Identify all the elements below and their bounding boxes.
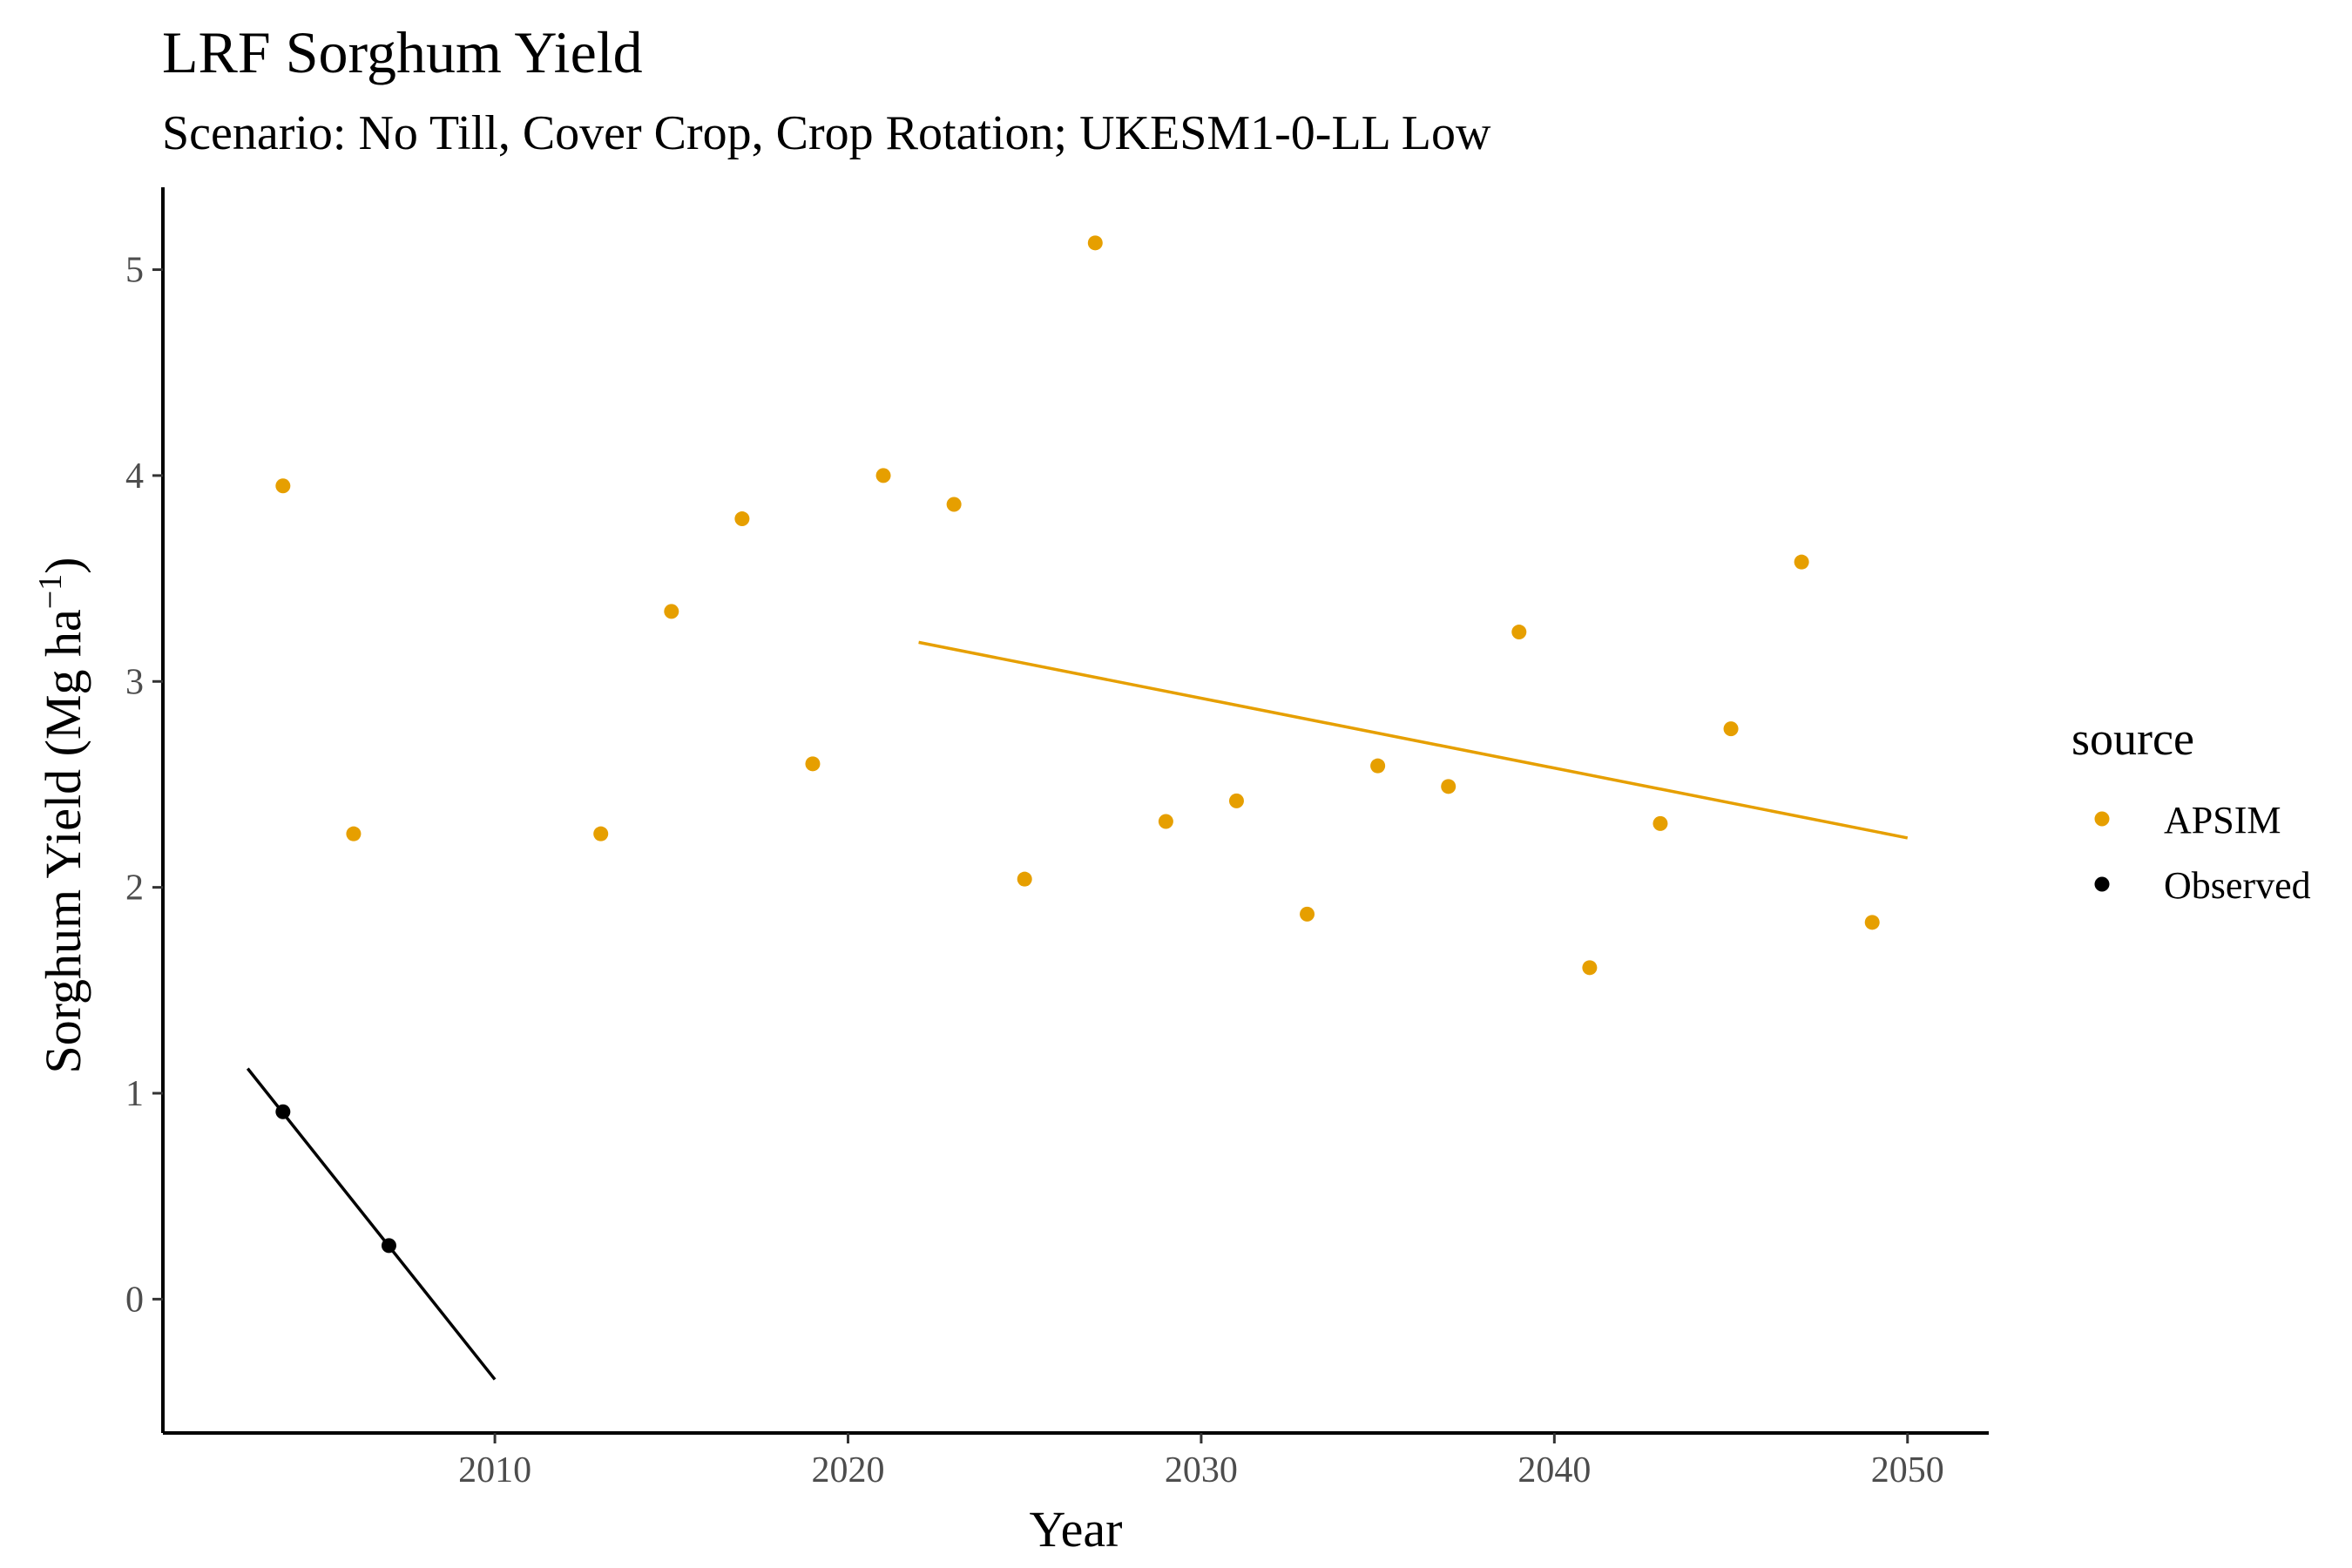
data-point-apsim	[946, 497, 962, 512]
x-tick-label: 2020	[812, 1450, 885, 1490]
y-axis-title-superscript: −1	[32, 574, 69, 609]
data-point-apsim	[275, 478, 291, 494]
legend-label-observed: Observed	[2164, 864, 2311, 907]
legend-key-observed	[2094, 876, 2110, 892]
data-point-apsim	[1864, 915, 1880, 930]
data-point-apsim	[346, 826, 362, 841]
data-point-apsim	[593, 826, 609, 841]
series-layer	[246, 235, 1909, 1381]
x-tick-label: 2010	[458, 1450, 531, 1490]
data-point-apsim	[805, 756, 821, 772]
trend-line-observed	[246, 1067, 497, 1381]
y-tick-label: 0	[125, 1280, 144, 1320]
data-point-apsim	[1228, 793, 1244, 808]
y-tick-label: 3	[125, 662, 144, 702]
y-axis-title-text: Sorghum Yield (Mg ha	[35, 609, 91, 1073]
legend: source APSIM Observed	[2072, 713, 2311, 907]
data-point-apsim	[1794, 554, 1809, 570]
data-point-apsim	[1723, 721, 1739, 737]
legend-title: source	[2072, 713, 2194, 765]
x-axis-title: Year	[1030, 1501, 1123, 1558]
axes: 0 1 2 3 4 5 2010 2020 2030 2040 2050	[125, 187, 1989, 1490]
x-tick-label: 2040	[1517, 1450, 1591, 1490]
data-point-apsim	[1582, 960, 1598, 976]
trend-line-apsim	[918, 640, 1909, 840]
y-tick-label: 2	[125, 868, 144, 909]
data-point-apsim	[664, 604, 679, 619]
x-tick-label: 2050	[1871, 1450, 1944, 1490]
data-point-apsim	[1511, 625, 1527, 640]
data-point-apsim	[1652, 815, 1668, 831]
y-axis-title-close: )	[35, 557, 91, 573]
data-point-apsim	[1158, 814, 1173, 829]
data-point-apsim	[1017, 871, 1032, 887]
data-point-apsim	[1370, 758, 1386, 774]
chart-subtitle: Scenario: No Till, Cover Crop, Crop Rota…	[162, 106, 1491, 160]
data-point-observed	[275, 1104, 291, 1119]
data-point-apsim	[1300, 906, 1315, 922]
y-axis-title: Sorghum Yield (Mg ha−1)	[32, 557, 91, 1073]
data-point-apsim	[1087, 235, 1103, 251]
data-point-apsim	[734, 511, 750, 527]
data-point-apsim	[1441, 779, 1456, 794]
x-tick-label: 2030	[1165, 1450, 1238, 1490]
legend-key-apsim	[2094, 811, 2110, 827]
chart-title: LRF Sorghum Yield	[162, 19, 643, 85]
y-tick-label: 5	[125, 251, 144, 291]
data-point-apsim	[875, 468, 891, 483]
series-apsim	[275, 235, 1909, 976]
legend-label-apsim: APSIM	[2164, 799, 2281, 841]
y-tick-label: 1	[125, 1074, 144, 1114]
data-point-observed	[381, 1238, 396, 1254]
series-observed	[246, 1067, 497, 1381]
y-tick-label: 4	[125, 456, 144, 497]
